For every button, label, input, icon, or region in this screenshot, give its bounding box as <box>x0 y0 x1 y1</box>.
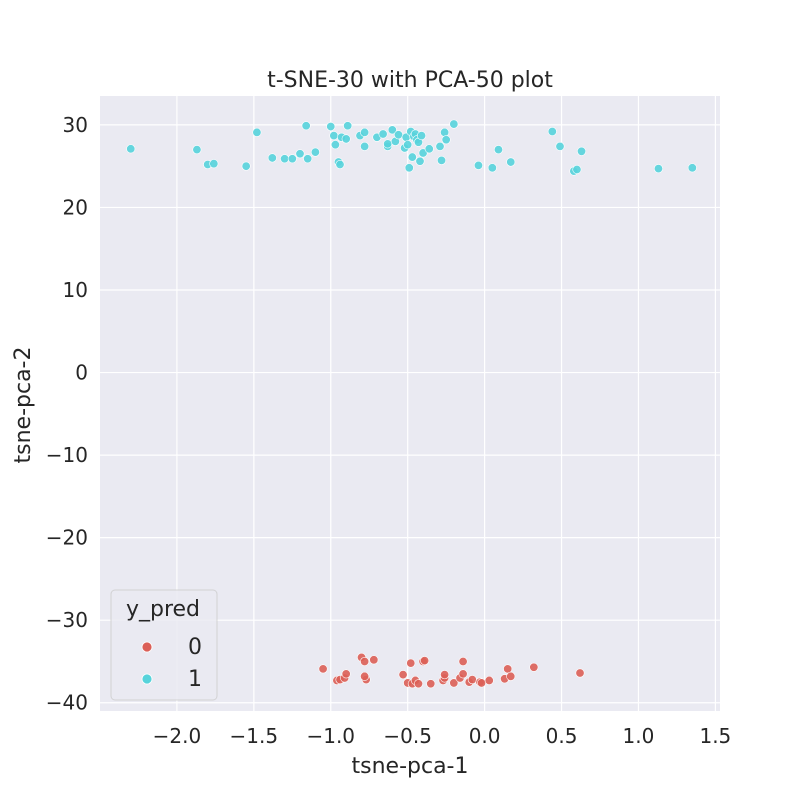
scatter-point-class-1 <box>555 141 565 151</box>
y-tick-label: 30 <box>63 113 88 137</box>
scatter-point-class-1 <box>280 154 290 164</box>
scatter-point-class-1 <box>473 160 483 170</box>
grid-lines <box>100 96 720 711</box>
legend-box <box>110 589 218 701</box>
scatter-point-class-0 <box>426 679 436 689</box>
y-tick-label: 10 <box>63 278 88 302</box>
x-tick-label: 0.5 <box>546 724 578 748</box>
scatter-point-class-0 <box>360 671 370 681</box>
scatter-point-class-0 <box>398 670 408 680</box>
scatter-point-class-0 <box>506 671 516 681</box>
scatter-point-class-1 <box>252 127 262 137</box>
y-tick-label: −40 <box>46 691 88 715</box>
y-tick-label: −20 <box>46 526 88 550</box>
scatter-point-class-1 <box>577 146 587 156</box>
scatter-point-class-0 <box>406 658 416 668</box>
x-tick-labels: −2.0 −1.5 −1.0 −0.5 0.0 0.5 1.0 1.5 <box>153 724 732 748</box>
scatter-point-class-0 <box>413 679 423 689</box>
scatter-point-class-1 <box>547 126 557 136</box>
x-tick-label: −1.5 <box>230 724 279 748</box>
scatter-point-class-0 <box>341 669 351 679</box>
scatter-point-class-1 <box>209 159 219 169</box>
scatter-point-class-1 <box>267 153 277 163</box>
scatter-point-class-1 <box>506 157 516 167</box>
scatter-point-class-0 <box>440 670 450 680</box>
scatter-point-class-0 <box>575 668 585 678</box>
legend-label-0: 0 <box>188 635 202 660</box>
scatter-point-class-1 <box>241 161 251 171</box>
y-tick-label: −10 <box>46 443 88 467</box>
x-tick-label: −1.0 <box>306 724 355 748</box>
scatter-point-class-1 <box>441 135 451 145</box>
scatter-point-class-1 <box>449 119 459 129</box>
scatter-point-class-1 <box>417 131 427 141</box>
data-points <box>126 119 697 689</box>
scatter-point-class-0 <box>467 675 477 685</box>
scatter-point-class-1 <box>301 121 311 131</box>
scatter-point-class-1 <box>440 127 450 137</box>
scatter-point-class-1 <box>295 149 305 159</box>
legend-title: y_pred <box>126 597 200 622</box>
legend-marker-0 <box>141 641 153 653</box>
y-tick-label: 20 <box>63 195 88 219</box>
scatter-point-class-1 <box>310 147 320 157</box>
scatter-point-class-0 <box>318 664 328 674</box>
x-tick-label: 1.0 <box>623 724 655 748</box>
scatter-point-class-0 <box>420 656 430 666</box>
scatter-point-class-1 <box>387 125 397 135</box>
scatter-point-class-1 <box>437 155 447 165</box>
scatter-point-class-1 <box>335 160 345 170</box>
scatter-point-class-1 <box>424 144 434 154</box>
scatter-point-class-1 <box>403 140 413 150</box>
x-tick-label: 1.5 <box>699 724 731 748</box>
scatter-point-class-1 <box>393 130 403 140</box>
scatter-point-class-1 <box>360 127 370 137</box>
x-tick-label: −2.0 <box>153 724 202 748</box>
y-tick-label: −30 <box>46 608 88 632</box>
scatter-point-class-1 <box>407 152 417 162</box>
scatter-point-class-1 <box>126 144 136 154</box>
y-axis-label: tsne-pca-2 <box>11 347 36 464</box>
x-tick-label: −0.5 <box>383 724 432 748</box>
y-tick-labels: 30 20 10 0 −10 −20 −30 −40 <box>46 113 88 715</box>
legend: y_pred 0 1 <box>110 589 218 701</box>
scatter-point-class-1 <box>330 140 340 150</box>
x-tick-label: 0.0 <box>469 724 501 748</box>
y-tick-label: 0 <box>75 361 88 385</box>
scatter-point-class-1 <box>493 145 503 155</box>
scatter-point-class-1 <box>415 156 425 166</box>
x-axis-label: tsne-pca-1 <box>352 754 469 779</box>
legend-label-1: 1 <box>188 667 202 692</box>
scatter-point-class-0 <box>458 669 468 679</box>
scatter-point-class-1 <box>192 145 202 155</box>
scatter-point-class-0 <box>360 656 370 666</box>
scatter-point-class-1 <box>360 141 370 151</box>
scatter-point-class-0 <box>484 675 494 685</box>
chart-title: t-SNE-30 with PCA-50 plot <box>267 68 553 93</box>
scatter-point-class-1 <box>326 122 336 132</box>
scatter-point-class-0 <box>529 662 539 672</box>
scatter-point-class-1 <box>378 129 388 139</box>
scatter-point-class-1 <box>343 121 353 131</box>
scatter-point-class-0 <box>449 678 459 688</box>
scatter-point-class-1 <box>404 163 414 173</box>
scatter-point-class-1 <box>418 148 428 158</box>
scatter-point-class-1 <box>383 139 393 149</box>
scatter-point-class-0 <box>458 656 468 666</box>
scatter-point-class-1 <box>653 164 663 174</box>
scatter-point-class-1 <box>487 163 497 173</box>
legend-marker-1 <box>141 673 153 685</box>
scatter-point-class-1 <box>341 134 351 144</box>
scatter-point-class-1 <box>329 131 339 141</box>
scatter-point-class-1 <box>287 154 297 164</box>
scatter-point-class-1 <box>435 141 445 151</box>
scatter-point-class-1 <box>303 154 313 164</box>
scatter-point-class-1 <box>687 163 697 173</box>
scatter-point-class-1 <box>572 164 582 174</box>
scatter-point-class-0 <box>477 678 487 688</box>
scatter-point-class-0 <box>369 655 379 665</box>
